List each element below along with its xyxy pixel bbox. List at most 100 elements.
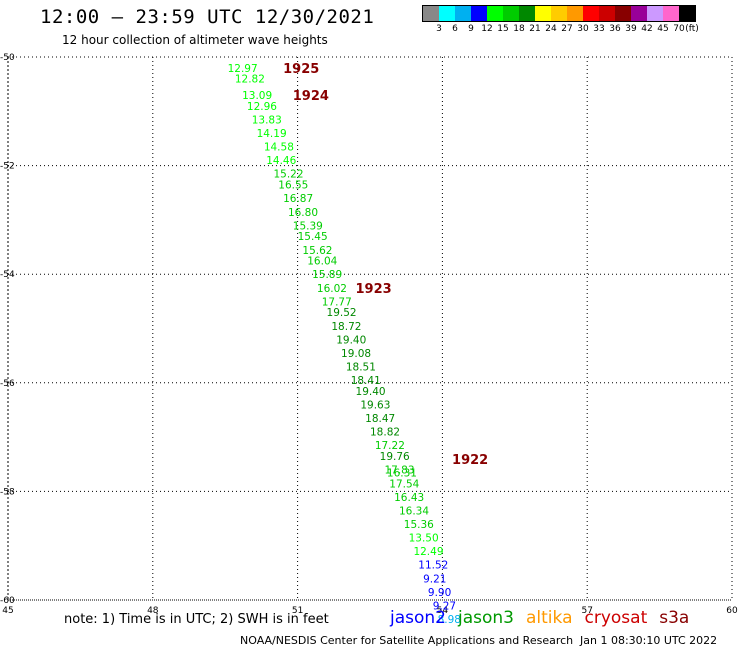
swh-label: 16.55 [278,180,308,192]
legend-label: 36 [609,24,621,34]
swh-label: 16.34 [399,505,429,517]
swh-label: 12.49 [413,546,443,558]
swh-label: 16.87 [283,193,313,205]
legend-label: 9 [468,24,474,34]
swh-label: 12.96 [247,101,277,113]
swh-label: 14.58 [264,142,294,154]
time-label: 1922 [452,453,488,468]
time-label: 1925 [283,62,319,77]
legend-swatch [567,6,583,21]
footer-credit: NOAA/NESDIS Center for Satellite Applica… [240,634,574,647]
satellite-legend: jason2 jason3 altika cryosat s3a [390,608,689,628]
legend-label: 12 [481,24,493,34]
y-tick-label: -56 [0,379,15,389]
time-label: 1923 [356,282,392,297]
swh-label: 19.40 [336,334,366,346]
legend-label: 45 [657,24,669,34]
x-tick-label: 48 [147,606,159,616]
legend-swatch [599,6,615,21]
swh-label: 18.41 [351,375,381,387]
swh-label: 18.82 [370,427,400,439]
swh-label: 15.39 [293,220,323,232]
swh-label: 17.83 [384,465,414,477]
swh-label: 16.80 [288,207,318,219]
swh-label: 18.51 [346,362,376,374]
swh-label: 19.76 [380,451,410,463]
swh-label: 14.46 [266,155,296,167]
legend-labels: 3 6 9 12 15 18 21 24 27 30 33 36 39 42 45 70 (ft) [422,22,699,36]
swh-label: 12.82 [235,74,265,86]
y-tick-label: -60 [0,596,15,606]
legend-swatch [615,6,631,21]
swh-label: 13.50 [409,533,439,545]
swh-label: 16.02 [317,283,347,295]
legend-label: 21 [529,24,541,34]
swh-label: 14.19 [257,128,287,140]
legend-swatch [551,6,567,21]
footer-note: note: 1) Time is in UTC; 2) SWH is in fe… [64,612,329,627]
swh-label: 17.22 [375,440,405,452]
swh-label: 9.90 [428,587,451,599]
legend-swatch [535,6,551,21]
x-tick-label: 60 [726,606,738,616]
page-subtitle: 12 hour collection of altimeter wave hei… [62,33,328,47]
legend-swatch [423,6,439,21]
legend-swatch [471,6,487,21]
satellite-label: jason2 [390,608,446,628]
legend-swatch [503,6,519,21]
swh-label: 19.08 [341,348,371,360]
satellite-label: altika [526,608,573,628]
swh-label: 18.72 [331,321,361,333]
swh-label: 18.47 [365,413,395,425]
satellite-label: jason3 [458,608,514,628]
legend-label: 18 [513,24,525,34]
y-tick-label: -50 [0,53,15,63]
legend-label: 70 [673,24,685,34]
y-tick-label: -58 [0,487,15,497]
legend-swatch [631,6,647,21]
legend-swatch [519,6,535,21]
swh-label: 17.77 [322,296,352,308]
plot-border [7,56,733,601]
legend-label: 33 [593,24,605,34]
swh-label: 19.63 [360,400,390,412]
legend-swatch [663,6,679,21]
legend-label: 42 [641,24,653,34]
swh-label: 15.89 [312,269,342,281]
legend-swatch [487,6,503,21]
legend-swatch [455,6,471,21]
swh-label: 16.04 [307,256,337,268]
legend-unit: (ft) [685,24,699,34]
swh-label: 13.09 [242,90,272,102]
swh-label: 15.36 [404,519,434,531]
swh-label: 16.43 [394,492,424,504]
x-tick-label: 51 [292,606,303,616]
x-tick-label: 57 [581,606,592,616]
y-tick-label: -54 [0,270,15,280]
time-label: 1924 [293,89,329,104]
legend-swatch [439,6,455,21]
satellite-label: s3a [659,608,690,628]
swh-label: 8.98 [438,614,461,626]
legend-swatches [422,5,696,22]
legend-label: 3 [436,24,442,34]
swh-label: 16.31 [387,467,417,479]
color-legend: 3 6 9 12 15 18 21 24 27 30 33 36 39 42 45 70 (ft) [422,5,699,36]
legend-swatch [679,6,695,21]
satellite-label: cryosat [584,608,648,628]
x-tick-label: 45 [2,606,13,616]
legend-swatch [583,6,599,21]
swh-label: 13.83 [252,114,282,126]
legend-label: 24 [545,24,557,34]
swh-label: 17.54 [389,478,419,490]
page-title: 12:00 – 23:59 UTC 12/30/2021 [40,6,375,28]
legend-label: 15 [497,24,509,34]
legend-swatch [647,6,663,21]
swh-label: 9.27 [433,600,456,612]
swh-label: 15.62 [302,245,332,257]
y-tick-label: -52 [0,162,15,172]
x-tick-label: 54 [437,606,449,616]
swh-label: 15.22 [273,169,303,181]
